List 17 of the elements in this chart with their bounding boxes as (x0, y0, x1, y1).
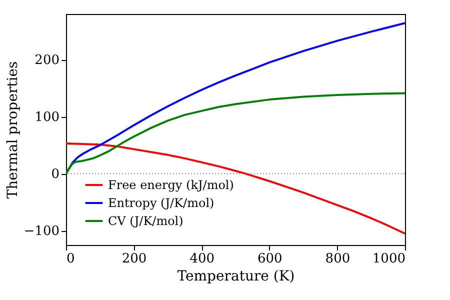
y-tick-label: 200 (34, 53, 60, 68)
x-tick-label: 0 (66, 252, 75, 266)
x-tick-label: 800 (325, 252, 350, 266)
line-series (66, 92, 405, 175)
legend-label: Entropy (J/K/mol) (108, 196, 214, 210)
line-series (66, 142, 405, 235)
y-axis-title: Thermal properties (4, 61, 21, 199)
legend-label: Free energy (kJ/mol) (108, 178, 234, 192)
y-tick-label: −100 (24, 224, 60, 240)
x-tick-label: 200 (122, 252, 147, 266)
x-tick-label: 600 (257, 252, 282, 266)
y-tick-label: 100 (34, 110, 60, 126)
x-axis-title: Temperature (K) (177, 268, 295, 284)
legend-label: CV (J/K/mol) (108, 214, 184, 228)
x-tick-label: 1000 (372, 252, 406, 266)
y-tick-label: 0 (51, 167, 60, 182)
x-tick-label: 400 (190, 252, 215, 266)
